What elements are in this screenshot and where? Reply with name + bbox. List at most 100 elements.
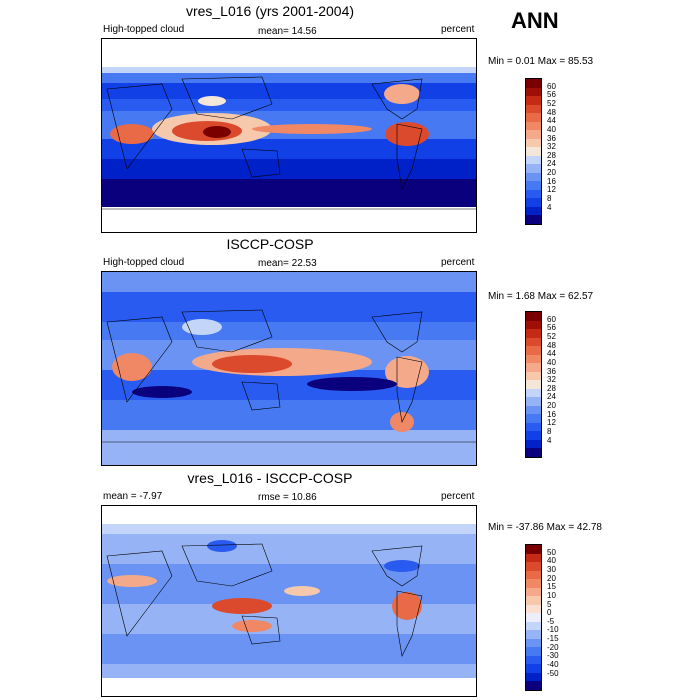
season-label: ANN [511, 8, 559, 33]
colorbar-swatch [526, 672, 541, 682]
colorbar-swatch [526, 215, 541, 224]
colorbar-swatch [526, 147, 541, 156]
colorbar-tick-label: 24 [547, 392, 556, 402]
rmse-label: rmse = 10.86 [258, 492, 317, 503]
colorbar-swatch [526, 397, 541, 406]
colorbar-swatch [526, 621, 541, 631]
colorbar-tick-label: 28 [547, 383, 556, 393]
colorbar-swatch [526, 439, 541, 449]
colorbar-tick-label: 24 [547, 159, 556, 169]
colorbar-swatch [526, 638, 541, 648]
panel-title: vres_L016 - ISCCP-COSP [187, 470, 353, 486]
colorbar-swatch [526, 388, 541, 398]
panel-title: ISCCP-COSP [226, 236, 314, 252]
colorbar-swatch [526, 655, 541, 665]
colorbar-tick-label: 48 [547, 107, 556, 117]
colorbar-swatch [526, 380, 541, 389]
colorbar-swatch [526, 346, 541, 355]
colorbar-swatch [526, 155, 541, 165]
mean-label: mean= 14.56 [258, 26, 317, 37]
colorbar-tick-label: -5 [547, 616, 555, 626]
colorbar-tick-label: 8 [547, 427, 552, 437]
colorbar [525, 311, 542, 458]
colorbar-tick-label: 50 [547, 547, 556, 557]
colorbar-swatch [526, 371, 541, 381]
colorbar-tick-label: -40 [547, 660, 559, 670]
colorbar-swatch [526, 630, 541, 639]
map-plot [101, 271, 477, 466]
colorbar-tick-label: 16 [547, 176, 556, 186]
minmax-label: Min = 0.01 Max = 85.53 [488, 56, 594, 67]
colorbar-swatch [526, 312, 541, 321]
colorbar-tick-label: 52 [547, 98, 556, 108]
colorbar-tick-label: -50 [547, 668, 559, 678]
colorbar-tick-label: 40 [547, 124, 556, 134]
colorbar-tick-label: -10 [547, 625, 559, 635]
colorbar-tick-label: 40 [547, 357, 556, 367]
colorbar-tick-label: 36 [547, 366, 556, 376]
colorbar-tick-label: 48 [547, 340, 556, 350]
colorbar-swatch [526, 405, 541, 415]
colorbar-swatch [526, 113, 541, 122]
colorbar-swatch [526, 363, 541, 372]
colorbar-swatch [526, 448, 541, 457]
colorbar-tick-label: 12 [547, 185, 556, 195]
colorbar-swatch [526, 422, 541, 432]
colorbar-swatch [526, 206, 541, 216]
colorbar-tick-label: 4 [547, 202, 552, 212]
colorbar-tick-label: 8 [547, 194, 552, 204]
colorbar-tick-label: 60 [547, 314, 556, 324]
units-label: percent [441, 257, 475, 268]
colorbar-tick-label: 20 [547, 401, 556, 411]
colorbar-swatch [526, 172, 541, 182]
map-plot [101, 38, 477, 233]
minmax-label: Min = 1.68 Max = 62.57 [488, 291, 594, 302]
colorbar-tick-label: 28 [547, 150, 556, 160]
colorbar-swatch [526, 354, 541, 364]
panel-title: vres_L016 (yrs 2001-2004) [185, 3, 355, 19]
colorbar-swatch [526, 681, 541, 690]
colorbar-swatch [526, 647, 541, 656]
mean-label: mean= 22.53 [258, 258, 317, 269]
colorbar-tick-label: 12 [547, 418, 556, 428]
colorbar-tick-label: 5 [547, 599, 552, 609]
colorbar-swatch [526, 320, 541, 330]
colorbar-tick-label: 32 [547, 375, 556, 385]
colorbar-swatch [526, 121, 541, 131]
colorbar-swatch [526, 198, 541, 207]
colorbar-swatch [526, 181, 541, 190]
colorbar-tick-label: 10 [547, 590, 556, 600]
colorbar-swatch [526, 329, 541, 338]
colorbar-tick-label: 60 [547, 81, 556, 91]
colorbar-tick-label: 56 [547, 90, 556, 100]
colorbar-swatch [526, 587, 541, 597]
colorbar-tick-label: 32 [547, 142, 556, 152]
colorbar-swatch [526, 579, 541, 588]
colorbar-swatch [526, 596, 541, 605]
map-plot [101, 505, 477, 697]
colorbar [525, 544, 542, 691]
colorbar-tick-label: 4 [547, 435, 552, 445]
colorbar-tick-label: 16 [547, 409, 556, 419]
colorbar-swatch [526, 87, 541, 97]
mean-label: mean = -7.97 [103, 491, 163, 502]
colorbar-tick-label: -20 [547, 642, 559, 652]
colorbar-swatch [526, 664, 541, 673]
colorbar-tick-label: -15 [547, 634, 559, 644]
variable-label: High-topped cloud [103, 24, 185, 35]
colorbar-swatch [526, 562, 541, 571]
colorbar-swatch [526, 96, 541, 105]
colorbar-swatch [526, 613, 541, 622]
colorbar-swatch [526, 414, 541, 423]
colorbar-tick-label: 44 [547, 349, 556, 359]
units-label: percent [441, 24, 475, 35]
colorbar-swatch [526, 337, 541, 347]
colorbar-tick-label: 20 [547, 573, 556, 583]
colorbar-tick-label: 52 [547, 331, 556, 341]
colorbar-tick-label: 56 [547, 323, 556, 333]
units-label: percent [441, 491, 475, 502]
colorbar-swatch [526, 104, 541, 114]
colorbar-tick-label: 30 [547, 564, 556, 574]
colorbar-swatch [526, 138, 541, 148]
colorbar-swatch [526, 553, 541, 563]
